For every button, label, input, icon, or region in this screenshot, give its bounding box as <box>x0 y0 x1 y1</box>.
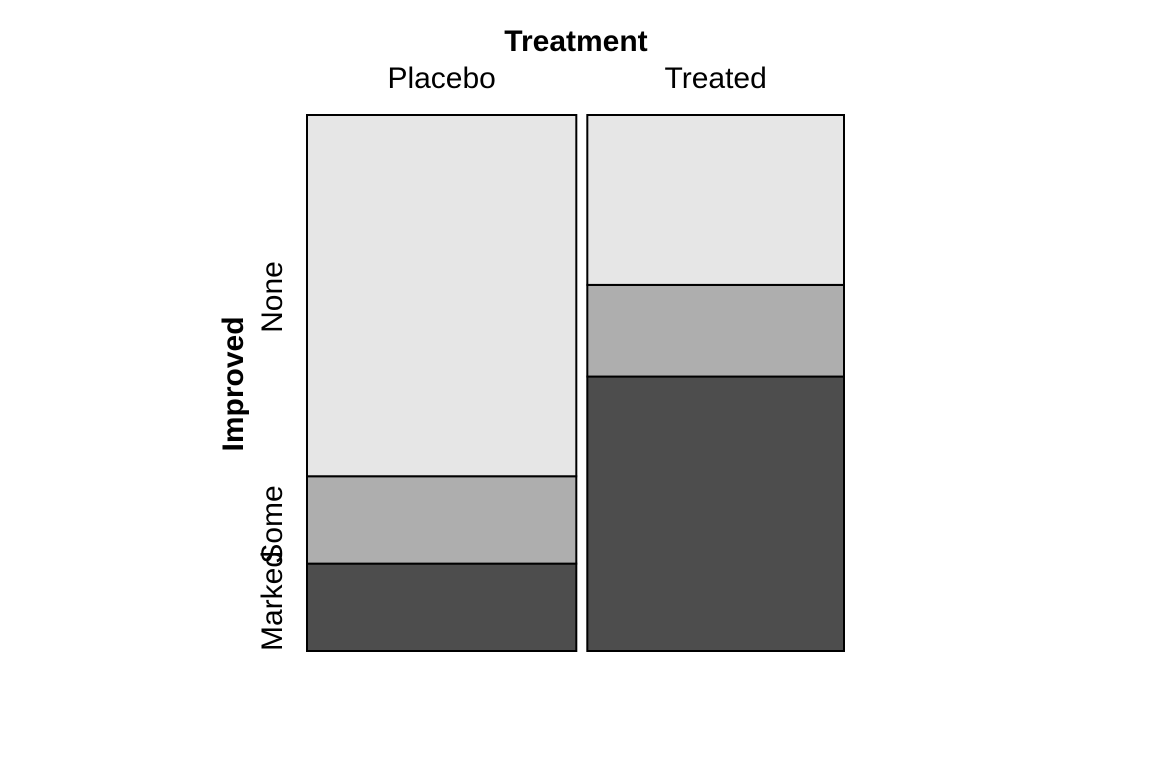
row-label-none: None <box>256 261 289 333</box>
cell-placebo-some <box>306 475 578 565</box>
column-labels: Placebo Treated <box>387 62 766 95</box>
cell-treated-marked <box>586 375 845 652</box>
y-axis-title: Improved <box>217 316 250 451</box>
column-label-treated: Treated <box>665 62 767 95</box>
x-axis-title: Treatment <box>504 25 647 58</box>
cell-placebo-marked <box>306 562 578 653</box>
row-label-marked: Marked <box>256 551 289 651</box>
cell-treated-none <box>586 114 845 286</box>
mosaic-cells <box>306 114 845 653</box>
cell-treated-some <box>586 283 845 378</box>
column-label-placebo: Placebo <box>387 62 495 95</box>
row-label-some: Some <box>256 485 289 563</box>
cell-placebo-none <box>306 114 578 478</box>
